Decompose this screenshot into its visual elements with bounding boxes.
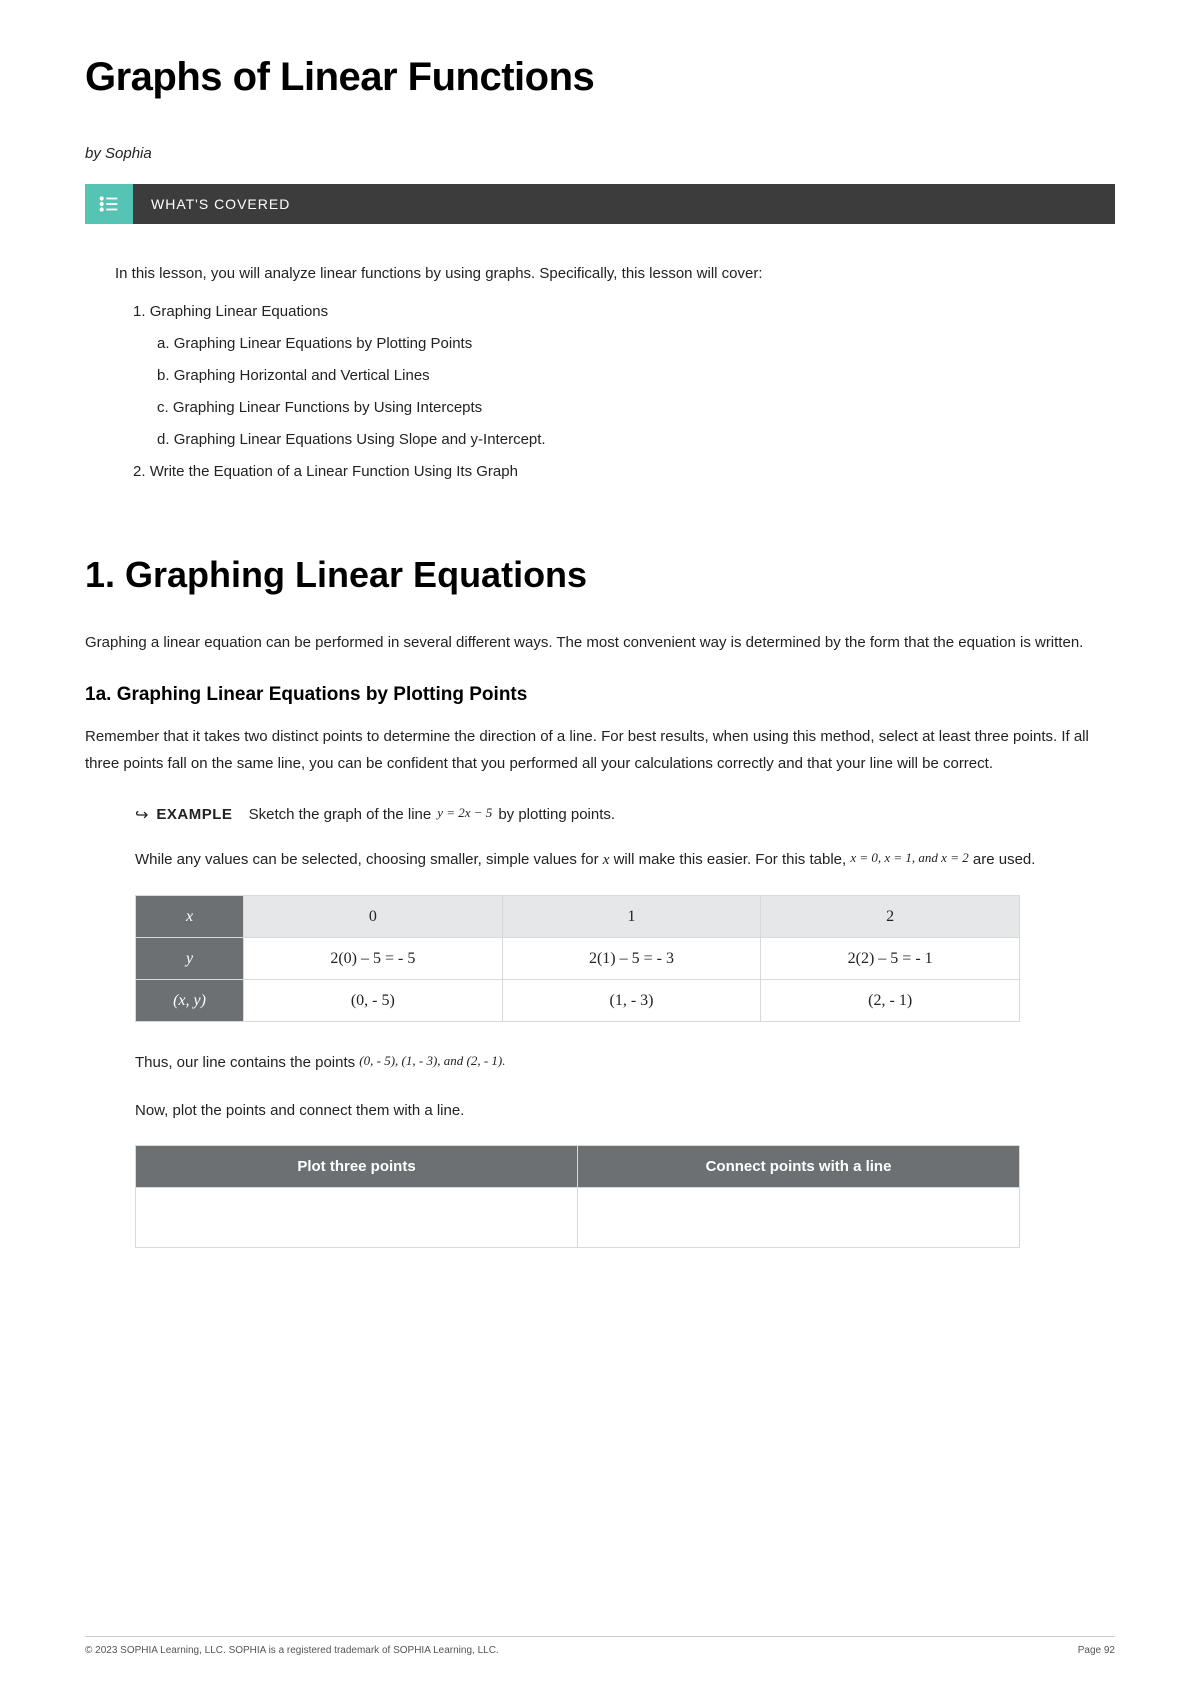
footer-page: Page 92 [1078,1645,1115,1656]
section-1a-para: Remember that it takes two distinct poin… [85,724,1115,777]
section-1-heading: 1. Graphing Linear Equations [85,554,1115,596]
toc-item-1: 1. Graphing Linear Equations a. Graphing… [133,300,1115,452]
x-col-0: 0 [244,896,503,938]
x-col-1: 1 [502,896,761,938]
y-col-0: 2(0) – 5 = - 5 [244,938,503,980]
example-row: ↪ EXAMPLE Sketch the graph of the line y… [85,805,1115,825]
footer-copyright: © 2023 SOPHIA Learning, LLC. SOPHIA is a… [85,1645,499,1656]
xy-table: x 0 1 2 y 2(0) – 5 = - 5 2(1) – 5 = - 3 … [135,895,1020,1022]
rowhead-x: x [136,896,244,938]
toc-sub-1b: b. Graphing Horizontal and Vertical Line… [157,364,1115,388]
page-title: Graphs of Linear Functions [85,55,1115,100]
example-text-b: by plotting points. [498,806,615,823]
section-1a-heading: 1a. Graphing Linear Equations by Plottin… [85,684,1115,706]
example-equation: y = 2x − 5 [437,805,492,821]
plot-header-1: Plot three points [136,1146,578,1188]
arrow-icon: ↪ [135,805,148,825]
list-icon [85,184,133,224]
xy-col-2: (2, - 1) [761,980,1020,1022]
whats-covered-bar: WHAT'S COVERED [85,184,1115,224]
toc-sub-1c: c. Graphing Linear Functions by Using In… [157,396,1115,420]
byline: by Sophia [85,145,1115,162]
y-col-1: 2(1) – 5 = - 3 [502,938,761,980]
footer: © 2023 SOPHIA Learning, LLC. SOPHIA is a… [85,1636,1115,1656]
whats-covered-label: WHAT'S COVERED [133,184,1115,224]
plot-table: Plot three points Connect points with a … [135,1145,1020,1248]
plot-cell-1 [136,1188,578,1248]
plot-header-2: Connect points with a line [578,1146,1020,1188]
rowhead-xy: (x, y) [136,980,244,1022]
xy-col-1: (1, - 3) [502,980,761,1022]
example-label: EXAMPLE [156,806,232,823]
rowhead-y: y [136,938,244,980]
thus-text: Thus, our line contains the points (0, -… [85,1050,1115,1076]
intro-text: In this lesson, you will analyze linear … [115,262,1115,286]
plot-cell-2 [578,1188,1020,1248]
toc-item-2: 2. Write the Equation of a Linear Functi… [133,460,1115,484]
xy-col-0: (0, - 5) [244,980,503,1022]
y-col-2: 2(2) – 5 = - 1 [761,938,1020,980]
x-col-2: 2 [761,896,1020,938]
now-plot-text: Now, plot the points and connect them wi… [85,1098,1115,1124]
intro-block: In this lesson, you will analyze linear … [85,262,1115,484]
toc-sub-1a: a. Graphing Linear Equations by Plotting… [157,332,1115,356]
example-text-a: Sketch the graph of the line [249,806,432,823]
explain-text: While any values can be selected, choosi… [85,847,1115,874]
toc-sub-1d: d. Graphing Linear Equations Using Slope… [157,428,1115,452]
section-1-para: Graphing a linear equation can be perfor… [85,630,1115,656]
